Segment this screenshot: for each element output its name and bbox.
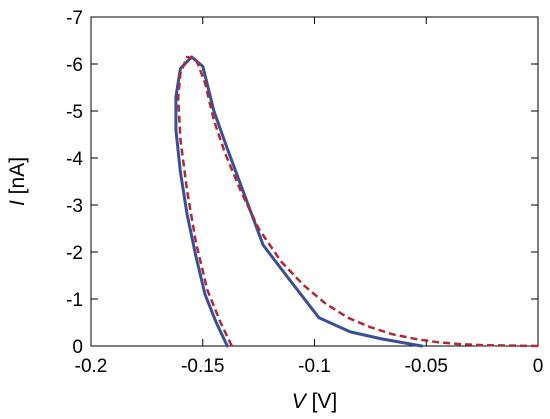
x-axis-variable: V bbox=[292, 390, 308, 413]
y-tick-label: 0 bbox=[72, 337, 83, 358]
y-axis-tick-labels: 0 -1 -2 -3 -4 -5 -6 -7 bbox=[66, 8, 83, 358]
plot-frame bbox=[90, 16, 539, 347]
x-tick-label: 0 bbox=[533, 356, 544, 377]
x-tick-label: -0.1 bbox=[298, 356, 331, 377]
y-tick-label: -1 bbox=[66, 290, 83, 311]
y-tick-label: -6 bbox=[66, 55, 83, 76]
axis-ticks bbox=[90, 16, 539, 347]
plot-area bbox=[90, 16, 539, 348]
solid-series-line bbox=[174, 55, 424, 348]
x-axis-tick-labels: -0.2 -0.15 -0.1 -0.05 0 bbox=[75, 356, 544, 377]
y-tick-label: -5 bbox=[66, 102, 83, 123]
y-axis-variable: I bbox=[6, 200, 29, 206]
x-axis-title: V [V] bbox=[292, 390, 338, 413]
x-axis-unit: [V] bbox=[312, 390, 338, 413]
x-tick-label: -0.2 bbox=[75, 356, 108, 377]
x-tick-label: -0.15 bbox=[181, 356, 224, 377]
y-tick-label: -4 bbox=[66, 149, 83, 170]
y-tick-label: -3 bbox=[66, 196, 83, 217]
y-tick-label: -7 bbox=[66, 8, 83, 29]
y-axis-title: I [nA] bbox=[6, 157, 29, 206]
y-tick-label: -2 bbox=[66, 243, 83, 264]
series-layer bbox=[174, 55, 539, 348]
x-tick-label: -0.05 bbox=[405, 356, 448, 377]
dashed-series-line bbox=[176, 55, 539, 348]
y-axis-unit: [nA] bbox=[6, 157, 29, 194]
